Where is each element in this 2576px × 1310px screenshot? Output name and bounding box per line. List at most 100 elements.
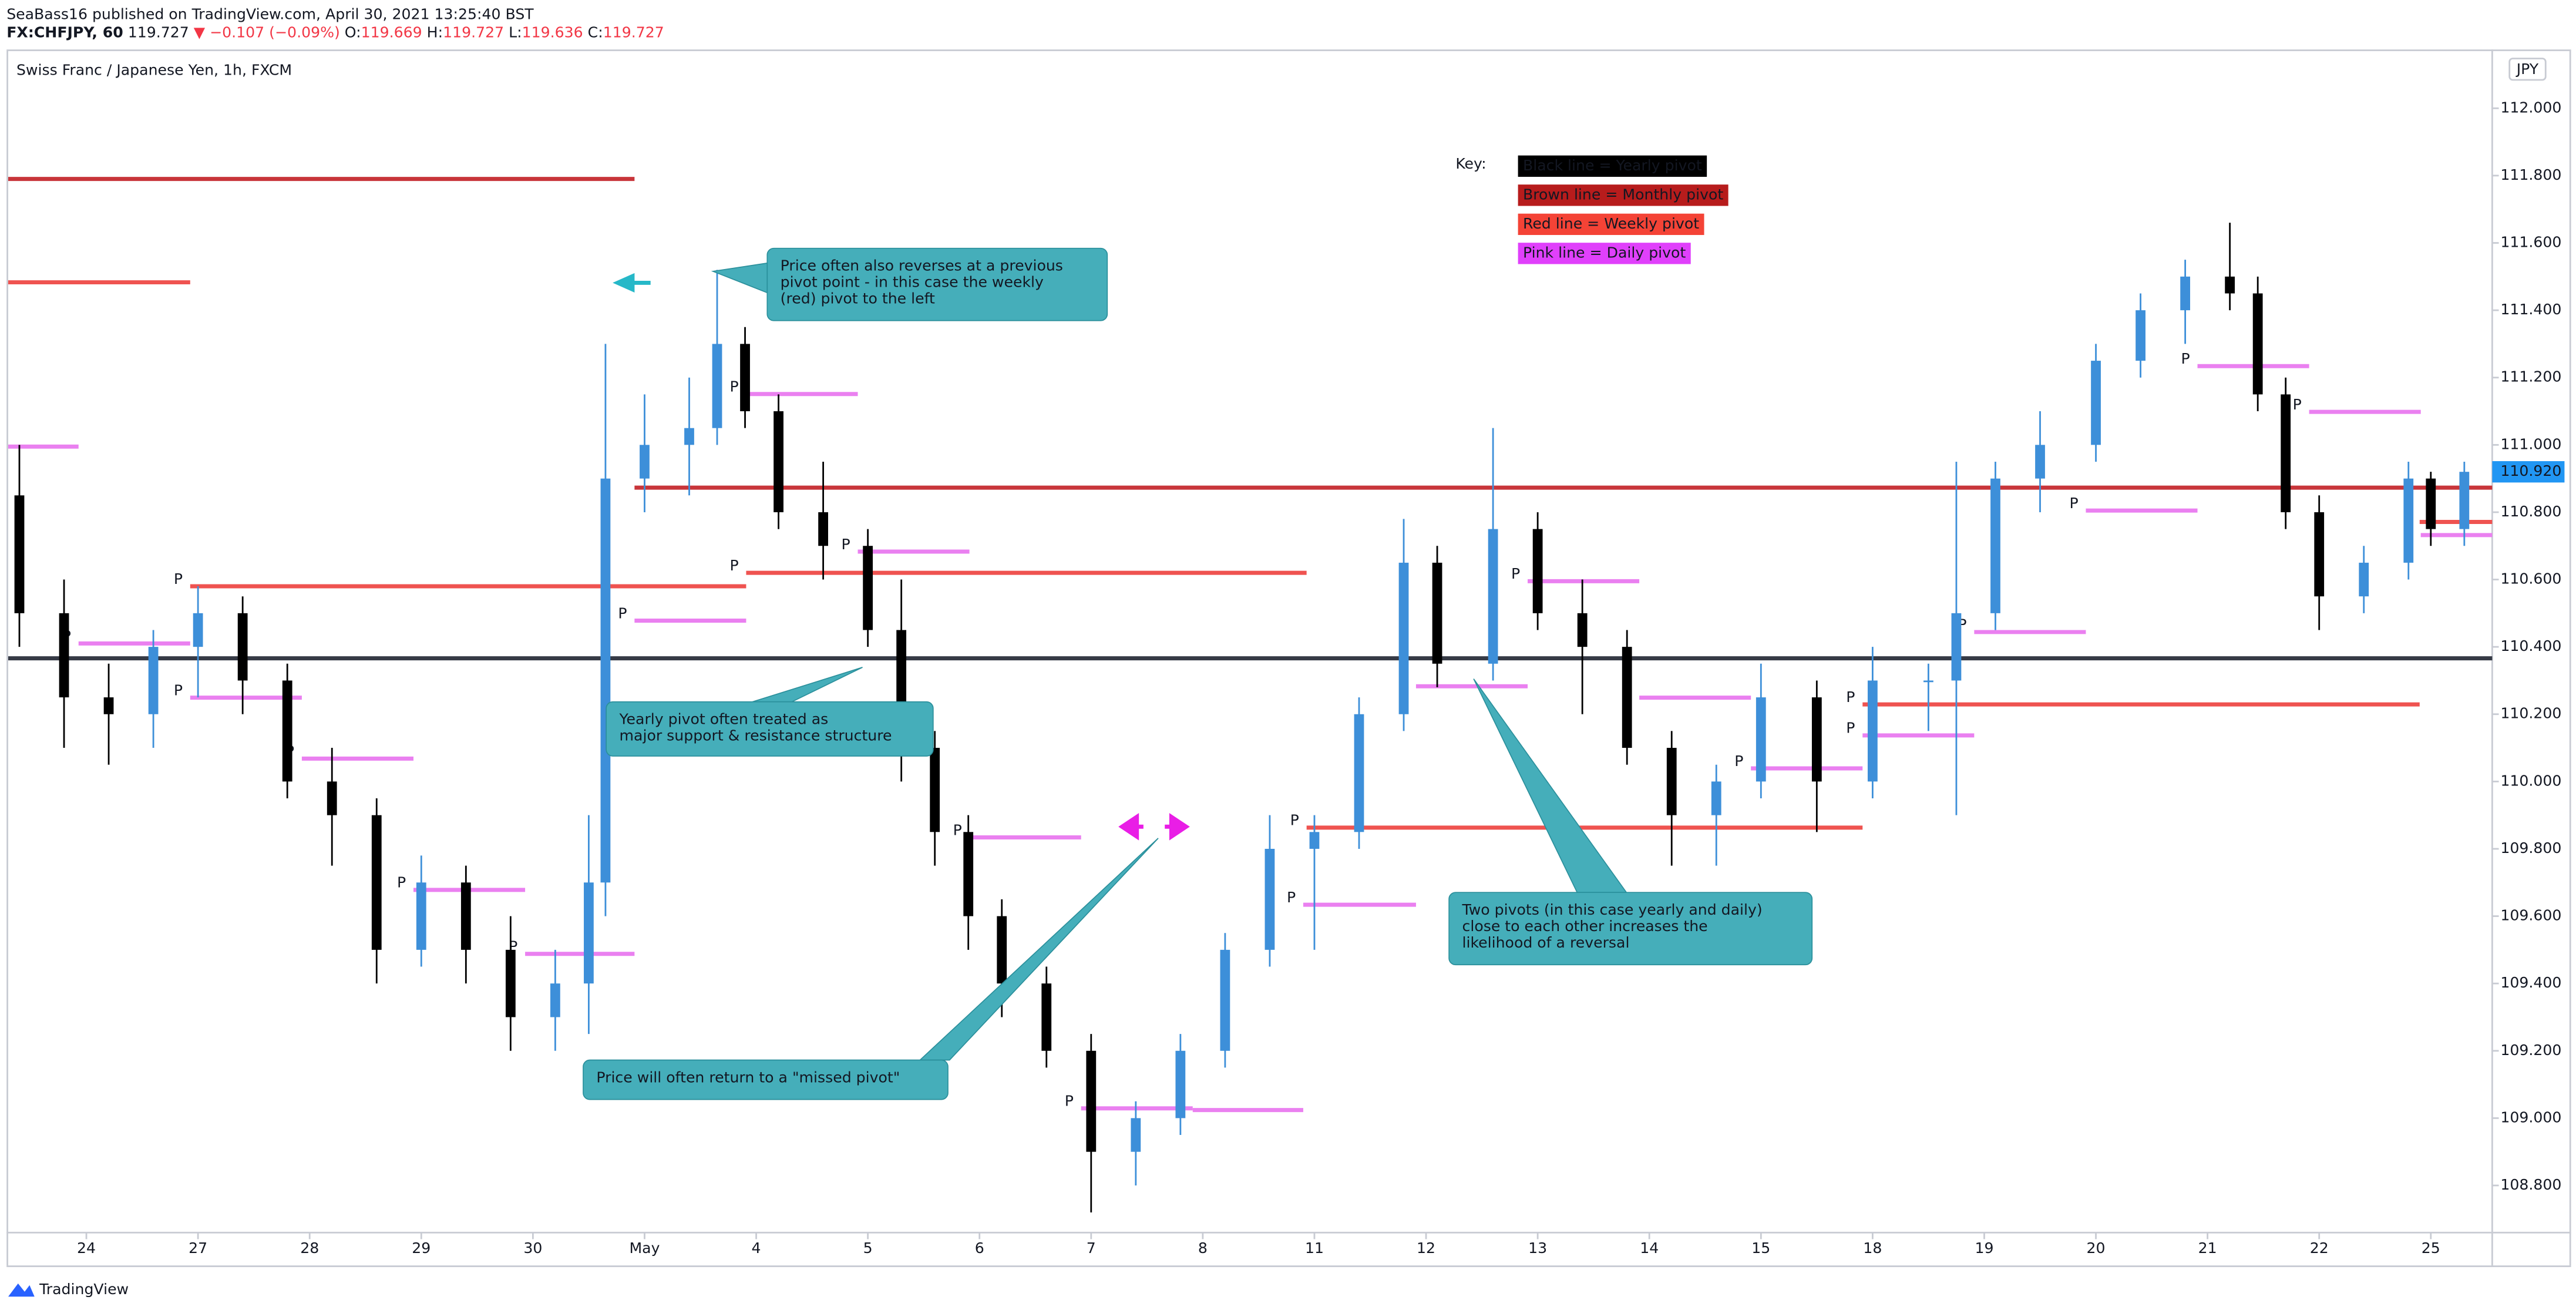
candle-body [1265,848,1275,950]
x-tick-label: 22 [2310,1240,2329,1257]
pivot-tag: P [729,557,738,574]
callout-text: Two pivots (in this case yearly and dail… [1462,901,1763,918]
candle-body [2403,478,2414,563]
y-tick-label: 111.400 [2500,301,2561,318]
key-swatch [1518,213,1704,236]
open-label: O: [345,23,361,41]
candle-body [2252,293,2263,395]
callout-box [606,701,934,757]
y-tick-label: 110.000 [2500,772,2561,789]
y-tick-label: 109.000 [2500,1109,2561,1126]
candle-body [193,613,203,647]
callout-text: (red) pivot to the left [781,290,935,307]
candle-body [774,411,783,512]
pivot-tag: P [1287,889,1296,906]
candle-body [740,344,750,412]
candle-body [416,882,426,950]
pivot-tag: P [842,536,850,553]
callout-box [766,247,1108,321]
candle-body [1577,613,1588,647]
x-tick-label: 20 [2087,1240,2106,1257]
candle-body [371,815,382,950]
x-tick-label: 24 [77,1240,96,1257]
pivot-tag: P [2181,350,2190,367]
y-tick-label: 111.000 [2500,435,2561,452]
pivot-tag: P [174,681,183,698]
pivot-tag: P [2069,495,2078,512]
candle-body [1923,680,1933,683]
callout-text: major support & resistance structure [620,727,892,744]
candle-body [282,680,292,782]
footer-logo [8,1283,35,1297]
candle-body [684,428,694,445]
candle-body [1086,1050,1097,1152]
candle-body [600,478,611,883]
y-tick-label: 110.600 [2500,570,2561,587]
y-tick-label: 111.800 [2500,166,2561,183]
key-swatch [1518,243,1691,264]
pivot-tag: P [618,604,627,622]
y-tick-label: 108.800 [2500,1176,2561,1193]
x-tick-label: 30 [523,1240,542,1257]
pivot-tag: P [1846,720,1855,737]
chart-title: Swiss Franc / Japanese Yen, 1h, FXCM [16,62,292,79]
candle-body [237,613,248,681]
x-tick-label: 29 [412,1240,431,1257]
candle-body [148,647,159,714]
x-tick-label: 4 [752,1240,761,1257]
candle-body [1309,832,1320,849]
pivot-tag: P [2293,396,2302,413]
publisher: SeaBass16 published on TradingView.com, … [6,5,534,22]
y-tick-label: 110.800 [2500,503,2561,520]
double-arrow [1118,812,1190,841]
high-label: H: [427,23,443,41]
candle-body [550,983,560,1017]
y-tick-label: 111.600 [2500,234,2561,251]
candle-body [59,613,69,698]
x-tick-label: 14 [1640,1240,1659,1257]
pivot-tag: P [397,874,406,891]
callout-box [1448,892,1813,966]
close-label: C: [588,23,603,41]
candle-body [2359,562,2369,597]
callout-text: Yearly pivot often treated as [619,710,829,727]
symbol: FX:CHFJPY, 60 [6,23,123,41]
candle-body [1432,562,1442,664]
candle-body [1041,983,1052,1051]
x-tick-label: 5 [863,1240,873,1257]
y-tick-label: 111.200 [2500,368,2561,385]
candle-body [1488,529,1498,664]
last-price-box [2492,461,2565,483]
candle-body [327,781,337,815]
x-tick-label: 11 [1305,1240,1324,1257]
low: 119.636 [522,23,583,41]
candle-body [2180,276,2191,311]
callout-text: likelihood of a reversal [1462,934,1630,951]
last-price-label: 110.920 [2500,462,2561,479]
candle-body [930,748,940,832]
pivot-tag: P [174,570,183,587]
footer-brand: TradingView [39,1281,129,1298]
candle-body [2136,310,2145,361]
candle-body [1398,562,1409,714]
x-tick-label: 25 [2422,1240,2440,1257]
key-entry: Red line = Weekly pivot [1523,215,1699,232]
x-tick-label: 6 [975,1240,984,1257]
key-entry: Brown line = Monthly pivot [1523,186,1723,203]
candle-body [640,445,650,479]
candle-body [1867,680,1878,782]
candle-body [1622,647,1632,748]
last: 119.727 [128,23,189,41]
callout-box [583,1059,949,1100]
x-tick-label: 28 [300,1240,319,1257]
candle-body [863,546,873,630]
pivot-tag: P [729,378,738,395]
y-tick-label: 109.400 [2500,974,2561,991]
change: ▼ −0.107 (−0.09%) [194,23,340,41]
candle-body [997,916,1007,984]
x-tick-label: 21 [2198,1240,2217,1257]
candle-body [1951,613,1962,681]
key-swatch [1518,184,1728,206]
key-swatch [1518,155,1707,177]
